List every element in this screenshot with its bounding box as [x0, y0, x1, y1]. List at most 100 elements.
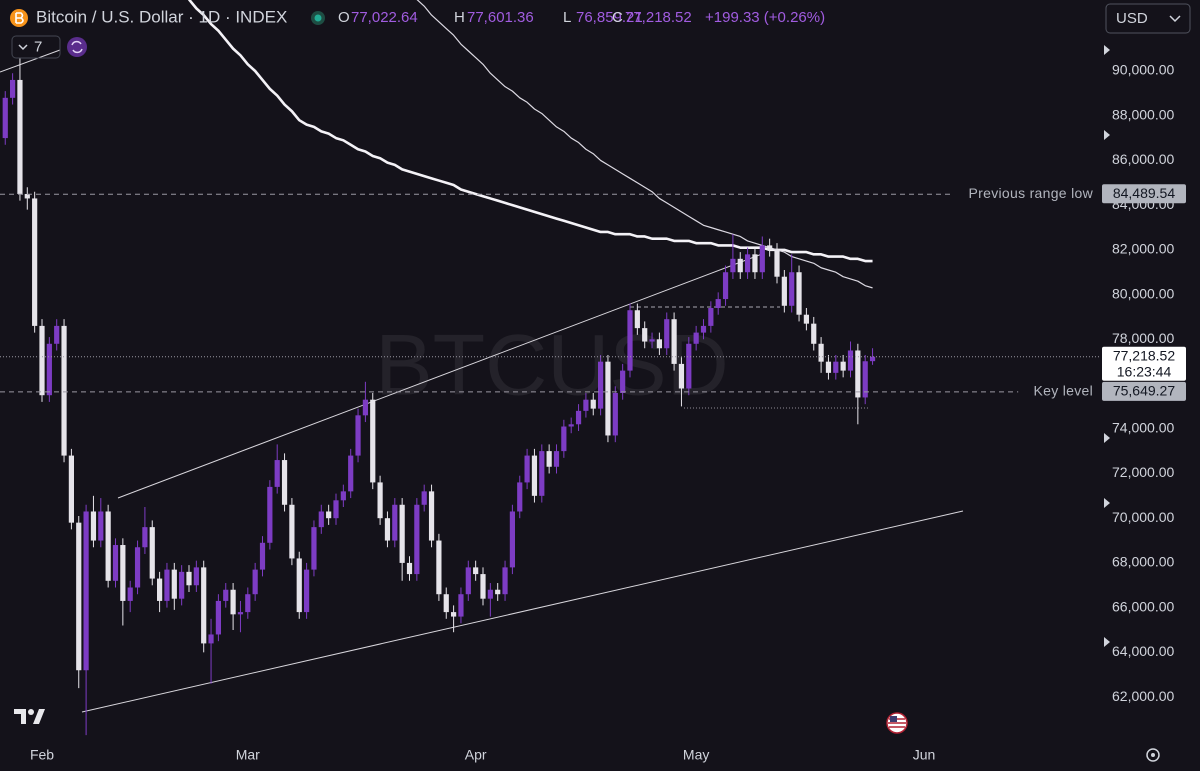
candle-body	[208, 634, 214, 644]
candle-body	[656, 339, 662, 349]
candle-body	[825, 361, 832, 373]
candle-body	[811, 323, 817, 344]
sync-button[interactable]	[67, 37, 87, 57]
y-tick-label: 90,000.00	[1112, 62, 1174, 78]
y-tick-label: 72,000.00	[1112, 464, 1174, 480]
candle-body	[414, 504, 420, 575]
candle-body	[421, 491, 427, 505]
candle-body	[531, 455, 538, 496]
candle-body	[54, 325, 60, 344]
candle	[326, 504, 332, 525]
trend-line	[117, 253, 763, 499]
candle-body	[237, 612, 244, 615]
coin-glyph	[15, 12, 24, 24]
candle	[465, 560, 471, 601]
candle	[201, 560, 207, 653]
candle-body	[451, 612, 457, 617]
candle-body	[318, 511, 324, 528]
candle-body	[311, 527, 317, 570]
candle	[281, 453, 288, 512]
candle	[759, 236, 765, 279]
candle-body	[473, 567, 479, 575]
candle	[46, 337, 52, 402]
candle	[590, 392, 596, 416]
candle	[575, 404, 582, 431]
candle-body	[722, 272, 729, 300]
candle	[414, 498, 420, 581]
candle	[598, 354, 604, 416]
currency-select[interactable]	[1105, 3, 1191, 34]
indicator-toggle[interactable]	[11, 35, 61, 59]
candle-body	[362, 399, 368, 416]
candle	[561, 419, 567, 458]
candle	[223, 583, 229, 608]
candle	[171, 562, 177, 610]
candle	[421, 484, 427, 512]
candle	[61, 319, 67, 463]
logo[interactable]	[14, 709, 45, 724]
candle-body	[24, 193, 30, 199]
candle-body	[61, 325, 67, 456]
candle	[803, 308, 809, 331]
candle-body	[745, 254, 751, 273]
candle	[32, 191, 38, 333]
candle	[443, 587, 449, 619]
candle	[149, 520, 155, 586]
candle-body	[627, 310, 633, 371]
candle	[546, 444, 552, 474]
candle	[531, 448, 538, 503]
flag-canton	[890, 716, 897, 722]
candle-body	[399, 504, 405, 563]
candle-body	[502, 567, 508, 595]
candle	[649, 332, 655, 349]
candle-body	[495, 589, 501, 595]
candle-body	[539, 451, 545, 496]
candle	[340, 484, 346, 508]
candle	[487, 583, 493, 617]
candle	[120, 538, 126, 626]
candle	[517, 475, 523, 519]
candle-body	[348, 455, 354, 492]
ohlc-value: 77,601.36	[467, 9, 534, 26]
candle	[745, 247, 751, 279]
candle-body	[370, 399, 376, 483]
candle	[634, 303, 640, 335]
candle	[811, 316, 817, 351]
price-box	[1102, 346, 1186, 381]
candle	[664, 312, 670, 355]
candle-body	[46, 343, 52, 396]
candle	[304, 562, 310, 619]
candle	[230, 583, 236, 630]
candle	[296, 551, 302, 619]
candle-body	[509, 511, 515, 568]
candle	[627, 303, 633, 378]
x-tick-label: Feb	[30, 747, 54, 763]
settings-button[interactable]	[1146, 748, 1160, 762]
candle	[708, 301, 714, 333]
candle	[377, 475, 383, 525]
candle-body	[112, 545, 119, 581]
candle-body	[612, 392, 618, 436]
marker	[1104, 130, 1110, 140]
candle	[2, 91, 8, 145]
marker	[1104, 45, 1110, 55]
candle-body	[326, 511, 332, 519]
symbol-title[interactable]: Bitcoin / U.S. Dollar · 1D · INDEX	[36, 7, 287, 26]
candle	[752, 247, 758, 279]
candle	[847, 341, 854, 378]
candle-body	[796, 272, 802, 315]
candle	[715, 292, 721, 315]
candle	[215, 594, 221, 642]
candle	[862, 354, 868, 405]
candle-body	[855, 350, 861, 398]
candle-body	[127, 587, 133, 601]
candle-body	[847, 350, 854, 371]
candle-body	[693, 332, 699, 344]
candle-body	[443, 594, 449, 613]
ohlc-legend: O 77,022.64 H 77,601.36 L 76,859.21C 77,218.52	[338, 9, 692, 26]
candle	[451, 605, 457, 633]
candle	[656, 332, 662, 355]
y-tick-label: 62,000.00	[1112, 688, 1174, 704]
x-tick-label: Jun	[913, 747, 936, 763]
